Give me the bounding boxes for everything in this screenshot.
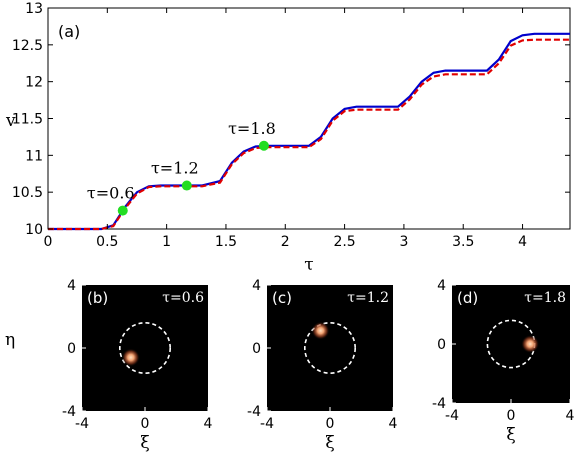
main-markers-group: τ=0.6 τ=1.2 τ=1.8 [87, 119, 276, 216]
marker-label-2: τ=1.2 [151, 159, 199, 178]
main-series-group [48, 32, 570, 231]
inset-y-axis-label: η [190, 330, 200, 350]
density-spot [311, 321, 330, 340]
inset-y-tick-label: 4 [67, 278, 76, 294]
inset-y-tick-label: -4 [247, 404, 261, 420]
x-tick-label: 2.5 [333, 234, 355, 250]
inset-tau-label: τ=0.6 [162, 290, 204, 306]
main-x-axis-label: τ [304, 255, 313, 275]
inset-tau-label: τ=1.8 [524, 290, 566, 306]
inset-y-tick-label: 0 [67, 341, 76, 357]
inset-panel-d: (d) τ=1.8 -4 0 4 4 0 -4 ξ η [375, 278, 575, 445]
inset-y-axis-label: η [5, 330, 15, 350]
density-spot [121, 348, 140, 367]
x-tick-label: 1.5 [215, 234, 237, 250]
main-plot: (a) τ=0.6τ=1.2τ=1.8 0 0.5 1 1.5 2 2.5 3 3.5 4 10… [5, 1, 571, 275]
dashed-circle [119, 321, 172, 374]
inset-y-tick-label: 4 [437, 278, 446, 294]
dashed-circle [303, 321, 356, 374]
inset-background [452, 285, 570, 403]
main-y-axis-label: v [5, 111, 16, 131]
inset-tau-label: τ=1.2 [347, 290, 389, 306]
y-tick-label: 11.5 [12, 112, 43, 128]
x-tick-label: 0.5 [96, 234, 118, 250]
inset-panel-label: (b) [87, 289, 108, 307]
y-tick-label: 12.5 [12, 38, 43, 54]
inset-x-axis-label: ξ [140, 433, 149, 453]
y-tick-label: 13 [25, 1, 43, 17]
inset-panel-label: (d) [457, 289, 478, 307]
inset-x-tick-label: 0 [141, 416, 150, 432]
x-tick-label: 4 [518, 234, 527, 250]
main-plot-frame [47, 7, 571, 230]
inset-panels: (b) τ=0.6 -4 0 4 4 0 -4 ξ η (c) τ=1.2 -4 0 4 4 0 -4 ξ η (d) τ… [5, 278, 575, 453]
x-tick-label: 3.5 [452, 234, 474, 250]
marker-point-1 [117, 205, 128, 216]
inset-panel-label: (c) [272, 289, 292, 307]
inset-y-tick-label: 0 [252, 341, 261, 357]
y-tick-label: 11 [25, 148, 43, 164]
main-x-ticks: 0 0.5 1 1.5 2 2.5 3 3.5 4 [44, 8, 527, 250]
main-y-ticks: 10 10.5 11 11.5 12 12.5 13 [12, 1, 570, 238]
inset-y-tick-label: 4 [252, 278, 261, 294]
inset-background [267, 285, 393, 411]
inset-x-tick-label: -4 [260, 416, 274, 432]
inset-x-tick-label: -4 [75, 416, 89, 432]
inset-y-tick-label: -4 [62, 404, 76, 420]
inset-y-axis-label: η [375, 326, 385, 346]
inset-x-tick-label: 4 [566, 408, 575, 424]
inset-x-tick-label: 4 [204, 416, 213, 432]
x-tick-label: 1 [162, 234, 171, 250]
inset-x-axis-label: ξ [506, 425, 515, 445]
marker-label-1: τ=0.6 [87, 184, 135, 203]
series-line-1 [48, 32, 570, 231]
density-spot [521, 335, 540, 353]
x-tick-label: 0 [44, 234, 53, 250]
panel-label-a: (a) [58, 22, 80, 41]
inset-x-tick-label: -4 [445, 408, 459, 424]
inset-y-tick-label: -4 [432, 396, 446, 412]
inset-x-tick-label: 0 [326, 416, 335, 432]
x-tick-label: 3 [399, 234, 408, 250]
marker-point-2 [181, 180, 192, 191]
y-tick-label: 10.5 [12, 185, 43, 201]
inset-panel-c: (c) τ=1.2 -4 0 4 4 0 -4 ξ η [190, 278, 398, 453]
inset-x-tick-label: 4 [389, 416, 398, 432]
inset-x-axis-label: ξ [325, 433, 334, 453]
inset-y-tick-label: 0 [437, 337, 446, 353]
x-tick-label: 2 [281, 234, 290, 250]
series-line-2 [48, 38, 570, 231]
marker-point-3 [258, 140, 269, 151]
inset-background [82, 285, 208, 411]
inset-panel-b: (b) τ=0.6 -4 0 4 4 0 -4 ξ η [5, 278, 213, 453]
marker-label-3: τ=1.8 [228, 119, 276, 138]
inset-x-tick-label: 0 [507, 408, 516, 424]
y-tick-label: 12 [25, 75, 43, 91]
y-tick-label: 10 [25, 222, 43, 238]
